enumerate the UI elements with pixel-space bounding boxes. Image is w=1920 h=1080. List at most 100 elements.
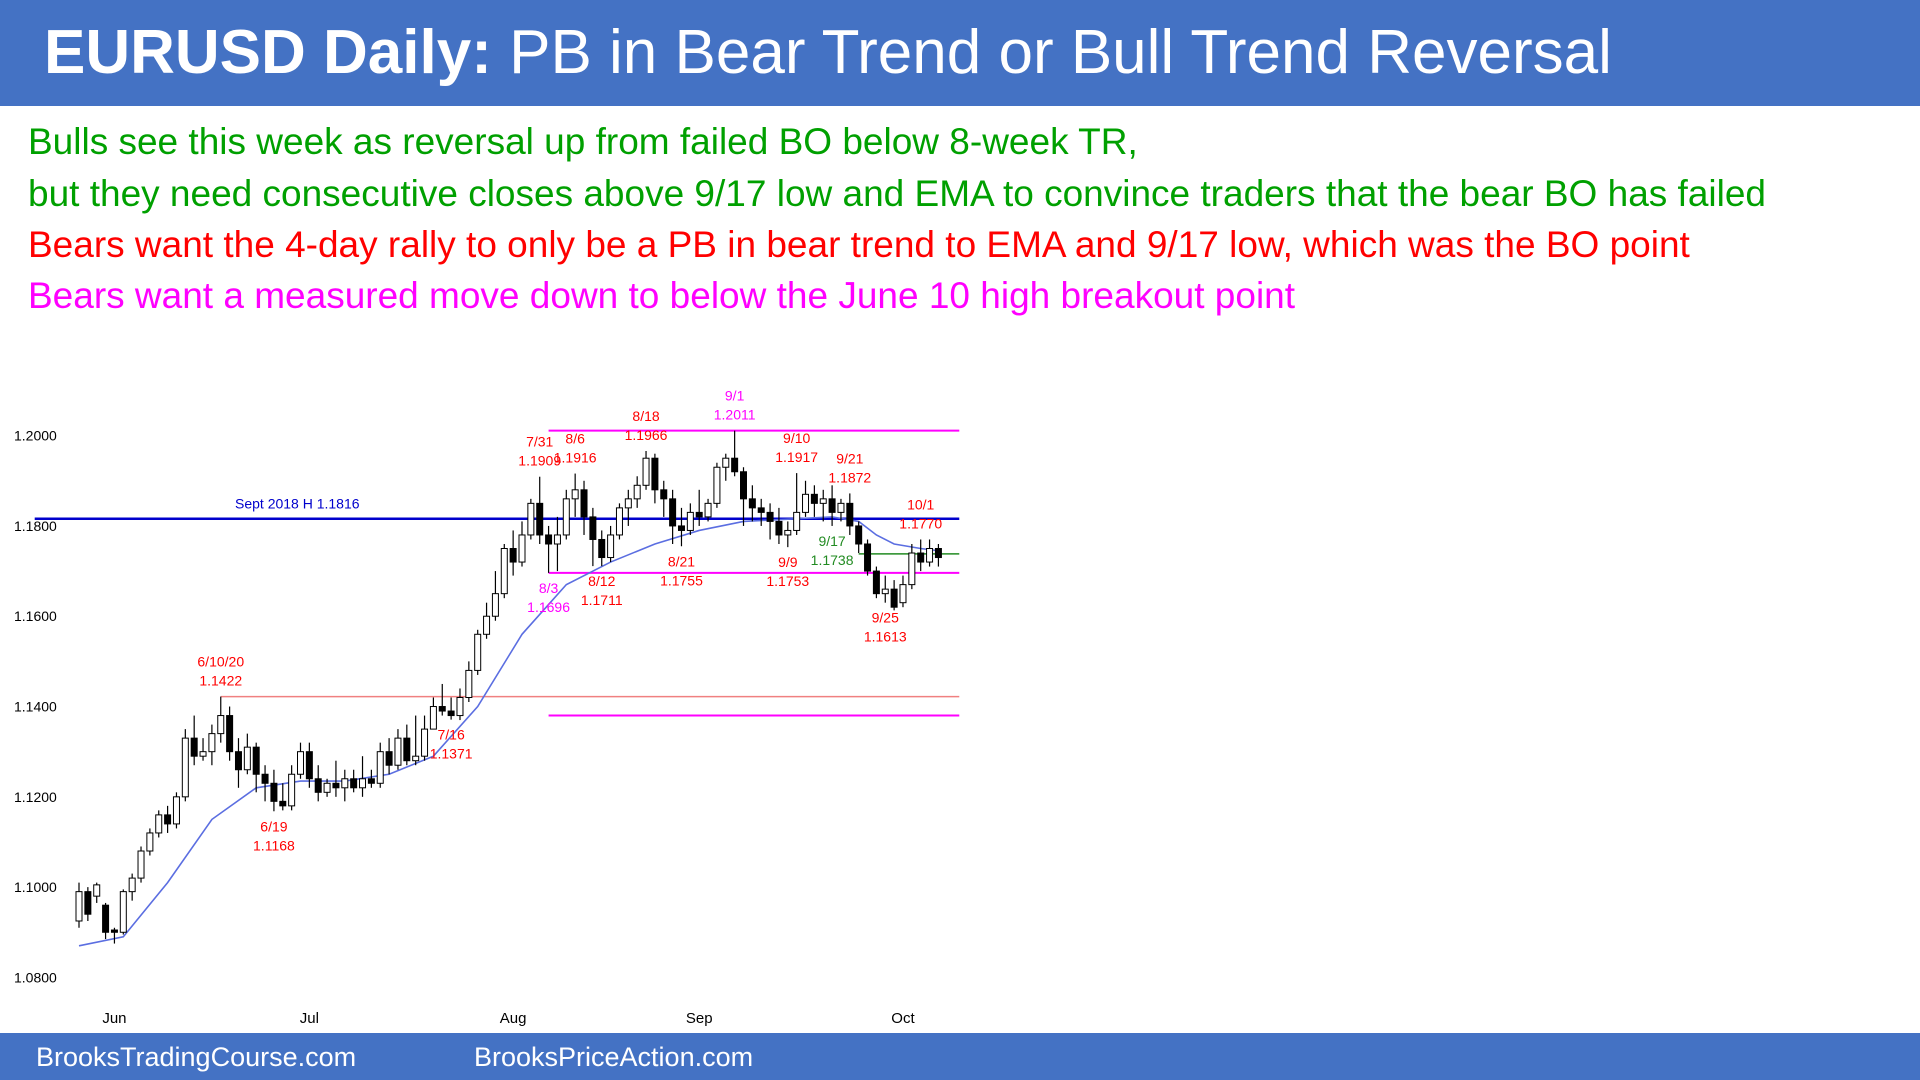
candle-body <box>483 615 491 635</box>
swing-price-label: 1.1696 <box>527 599 570 615</box>
candle-body <box>784 529 792 536</box>
swing-date-label: 9/21 <box>836 450 863 466</box>
candle-body <box>651 457 659 491</box>
y-tick-label: 1.1800 <box>14 518 57 534</box>
swing-price-label: 1.1872 <box>828 469 871 485</box>
candle-body <box>908 552 916 586</box>
swing-price-label: 1.1753 <box>766 573 809 589</box>
candle-body <box>793 511 801 531</box>
candle-body <box>341 778 349 789</box>
candle-body <box>642 457 650 486</box>
candle-body <box>474 633 482 671</box>
candle-body <box>75 891 83 922</box>
candle-body <box>828 498 836 513</box>
candle-body <box>403 737 411 762</box>
candle-body <box>155 814 163 834</box>
candle-body <box>624 498 632 509</box>
candle-body <box>713 466 721 504</box>
candle-body <box>518 534 526 563</box>
candle-body <box>660 489 668 500</box>
candle-body <box>819 498 827 504</box>
candle-body <box>359 778 367 789</box>
candle-body <box>810 493 818 504</box>
candle-body <box>695 511 703 518</box>
candle-body <box>740 471 747 500</box>
y-tick-label: 1.0800 <box>14 969 57 985</box>
candle-body <box>669 498 677 527</box>
candle-body <box>421 728 429 757</box>
y-tick-label: 1.1600 <box>14 608 57 624</box>
candle-body <box>429 706 437 730</box>
candle-body <box>607 534 615 559</box>
note-bulls-need-closes: but they need consecutive closes above 9… <box>28 173 1767 214</box>
candle-body <box>677 525 685 531</box>
candle-body <box>332 782 340 789</box>
swing-price-label: 1.1168 <box>253 837 295 853</box>
swing-date-label: 9/17 <box>818 533 845 549</box>
candle-body <box>775 520 783 536</box>
candle-body <box>412 755 420 762</box>
candle-body <box>837 502 845 513</box>
swing-price-label: 1.1371 <box>430 746 473 762</box>
candle-body <box>367 778 375 784</box>
swing-price-label: 1.1738 <box>811 552 854 568</box>
candle-body <box>84 891 92 915</box>
swing-date-label: 6/10/20 <box>197 654 244 670</box>
candle-body <box>323 782 331 793</box>
candle-body <box>855 525 863 545</box>
candle-body <box>234 751 242 771</box>
candle-body <box>297 751 304 775</box>
candle-body <box>917 552 925 563</box>
title-bold: EURUSD Daily: <box>44 18 492 87</box>
candle-body <box>270 782 278 802</box>
swing-price-label: 1.2011 <box>714 407 756 423</box>
candle-body <box>527 502 535 536</box>
candle-body <box>447 710 455 717</box>
candle-body <box>890 588 898 608</box>
footer-right-link[interactable]: BrooksPriceAction.com <box>474 1042 754 1072</box>
footer-left-link[interactable]: BrooksTradingCourse.com <box>36 1042 357 1072</box>
candle-body <box>465 669 473 699</box>
y-tick-label: 1.1200 <box>14 789 57 805</box>
candle-body <box>571 489 579 500</box>
candle-body <box>93 884 101 897</box>
swing-price-label: 1.1755 <box>660 572 703 588</box>
candle-body <box>385 751 393 766</box>
candle-body <box>802 493 810 513</box>
ema-line <box>78 516 939 947</box>
y-tick-label: 1.1000 <box>14 879 57 895</box>
y-tick-label: 1.1400 <box>14 699 57 715</box>
candle-body <box>731 457 739 473</box>
note-bulls-reversal: Bulls see this week as reversal up from … <box>28 121 1138 162</box>
swing-price-label: 1.1909 <box>518 453 561 469</box>
swing-price-label: 1.1613 <box>864 629 907 645</box>
candle-body <box>864 543 872 572</box>
swing-date-label: 8/3 <box>539 580 559 596</box>
candle-body <box>553 534 561 545</box>
candle-body <box>243 746 251 771</box>
footer-bar: BrooksTradingCourse.com BrooksPriceActio… <box>0 1033 1920 1080</box>
swing-price-label: 1.1770 <box>899 515 942 531</box>
candle-body <box>926 548 934 563</box>
candle-body <box>545 534 553 545</box>
swing-price-label: 1.1711 <box>581 592 623 608</box>
swing-price-label: 1.1966 <box>625 427 668 443</box>
candle-body <box>172 796 180 825</box>
candle-body <box>881 588 889 595</box>
candle-body <box>208 733 216 753</box>
swing-price-label: 1.1916 <box>554 450 597 466</box>
title-rest: PB in Bear Trend or Bull Trend Reversal <box>491 18 1612 87</box>
note-bears-measured-move: Bears want a measured move down to below… <box>28 275 1296 316</box>
candle-body <box>598 538 606 559</box>
slide-title: EURUSD Daily: PB in Bear Trend or Bull T… <box>44 14 1612 92</box>
swing-price-label: 1.1917 <box>775 449 818 465</box>
candle-body <box>190 737 198 757</box>
candle-body <box>456 697 464 717</box>
note-bears-pullback: Bears want the 4-day rally to only be a … <box>28 224 1690 265</box>
candle-body <box>102 904 110 933</box>
candle-body <box>633 484 641 500</box>
swing-date-label: 8/6 <box>565 431 585 447</box>
candle-body <box>128 877 136 893</box>
candle-body <box>314 778 322 793</box>
